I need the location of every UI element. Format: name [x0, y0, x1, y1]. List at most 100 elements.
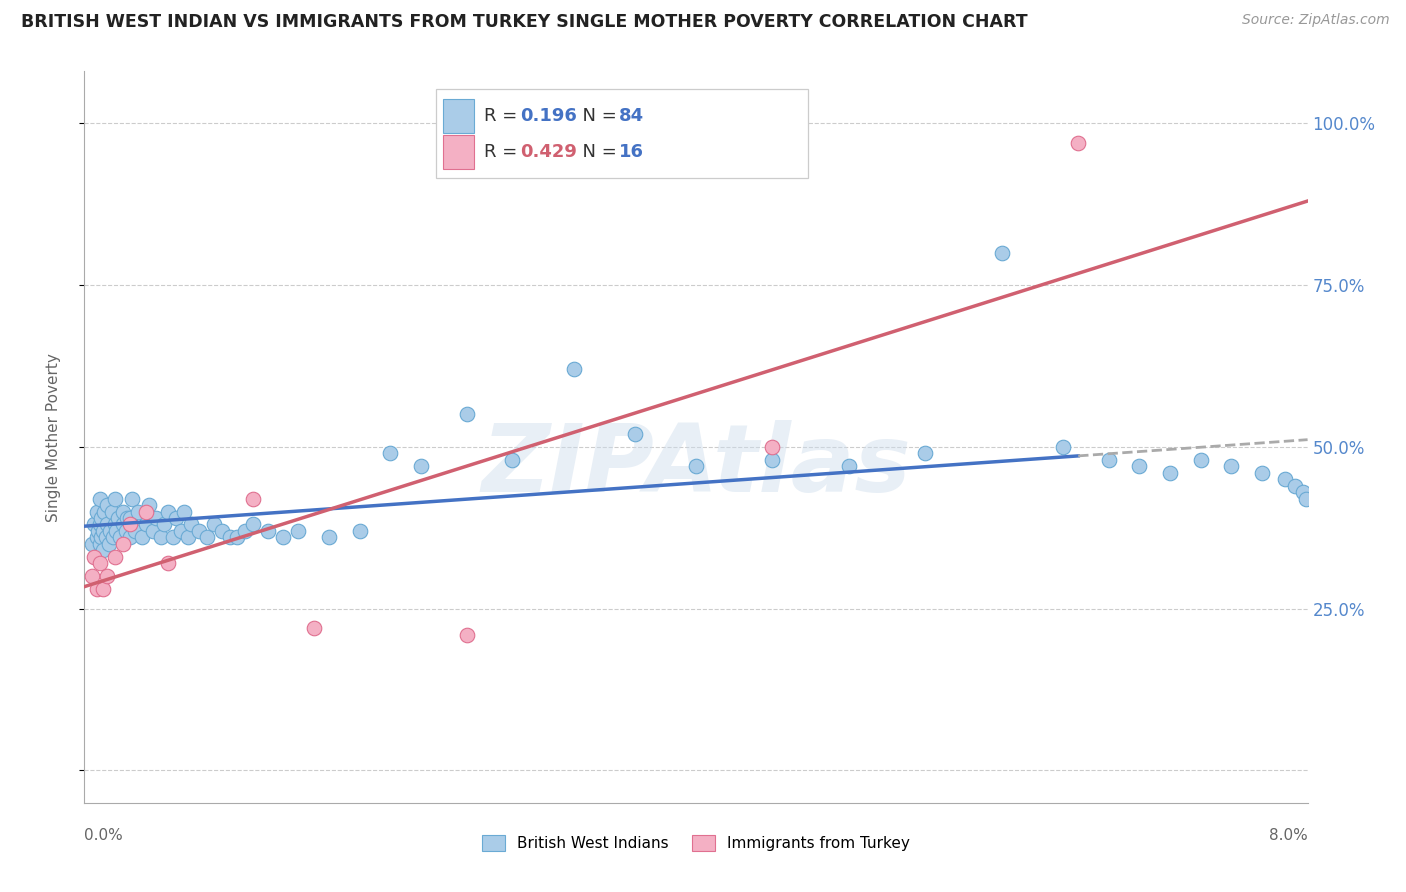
Text: Source: ZipAtlas.com: Source: ZipAtlas.com	[1241, 13, 1389, 28]
Point	[202, 517, 225, 532]
Point	[86, 504, 108, 518]
Point	[108, 530, 131, 544]
Point	[89, 537, 111, 551]
Point	[242, 491, 264, 506]
Point	[173, 504, 195, 518]
Point	[114, 524, 136, 538]
Point	[135, 517, 157, 532]
Point	[257, 524, 280, 538]
Point	[105, 524, 128, 538]
Point	[142, 524, 165, 538]
Point	[94, 530, 117, 544]
Point	[1284, 478, 1306, 492]
Text: BRITISH WEST INDIAN VS IMMIGRANTS FROM TURKEY SINGLE MOTHER POVERTY CORRELATION : BRITISH WEST INDIAN VS IMMIGRANTS FROM T…	[21, 13, 1028, 31]
Point	[96, 498, 118, 512]
Point	[318, 530, 340, 544]
Point	[104, 549, 127, 564]
Point	[124, 524, 146, 538]
Text: 84: 84	[619, 107, 644, 125]
Point	[103, 530, 125, 544]
Point	[233, 524, 256, 538]
Point	[91, 543, 114, 558]
Point	[1274, 472, 1296, 486]
Point	[111, 517, 134, 532]
Point	[121, 491, 143, 506]
Point	[120, 511, 142, 525]
Point	[91, 524, 114, 538]
Point	[624, 426, 647, 441]
Point	[1220, 459, 1243, 474]
Point	[502, 452, 524, 467]
Point	[562, 362, 585, 376]
Point	[89, 557, 111, 571]
Point	[111, 537, 134, 551]
Point	[218, 530, 240, 544]
Text: R =: R =	[484, 143, 523, 161]
Text: R =: R =	[484, 107, 523, 125]
Point	[302, 621, 325, 635]
Point	[380, 446, 402, 460]
Point	[349, 524, 371, 538]
Point	[177, 530, 200, 544]
Point	[157, 504, 180, 518]
Point	[1159, 466, 1181, 480]
Point	[226, 530, 249, 544]
Point	[89, 517, 111, 532]
Point	[1292, 485, 1315, 500]
Point	[1189, 452, 1212, 467]
Point	[153, 517, 176, 532]
Point	[89, 491, 111, 506]
Point	[93, 504, 115, 518]
Point	[761, 440, 783, 454]
Point	[86, 582, 108, 597]
Text: N =: N =	[571, 107, 623, 125]
Point	[914, 446, 936, 460]
Point	[83, 517, 105, 532]
Point	[138, 498, 160, 512]
Point	[287, 524, 309, 538]
Point	[86, 530, 108, 544]
Point	[195, 530, 218, 544]
Y-axis label: Single Mother Poverty: Single Mother Poverty	[46, 352, 60, 522]
Point	[170, 524, 193, 538]
Text: 0.429: 0.429	[520, 143, 576, 161]
Text: 0.196: 0.196	[520, 107, 576, 125]
Point	[991, 245, 1014, 260]
Point	[409, 459, 432, 474]
Point	[162, 530, 184, 544]
Point	[107, 511, 129, 525]
Point	[90, 511, 112, 525]
Text: ZIPAtlas: ZIPAtlas	[481, 420, 911, 512]
Point	[149, 530, 172, 544]
Point	[115, 511, 138, 525]
Point	[1250, 466, 1272, 480]
Point	[104, 517, 127, 532]
Point	[104, 491, 127, 506]
Point	[84, 549, 107, 564]
Point	[80, 537, 103, 551]
Point	[111, 504, 134, 518]
Point	[1067, 136, 1090, 150]
Point	[211, 524, 233, 538]
Point	[838, 459, 860, 474]
Text: 8.0%: 8.0%	[1268, 828, 1308, 843]
Point	[91, 582, 114, 597]
Point	[685, 459, 707, 474]
Point	[145, 511, 167, 525]
Point	[135, 504, 157, 518]
Legend: British West Indians, Immigrants from Turkey: British West Indians, Immigrants from Tu…	[477, 830, 915, 857]
Point	[90, 530, 112, 544]
Point	[1295, 491, 1317, 506]
Point	[1052, 440, 1074, 454]
Point	[456, 627, 478, 641]
Point	[96, 517, 118, 532]
Point	[761, 452, 783, 467]
Point	[96, 569, 118, 583]
Point	[1098, 452, 1121, 467]
Text: 0.0%: 0.0%	[84, 828, 124, 843]
Point	[120, 517, 142, 532]
Point	[98, 524, 121, 538]
Point	[87, 524, 110, 538]
Text: 16: 16	[619, 143, 644, 161]
Point	[83, 549, 105, 564]
